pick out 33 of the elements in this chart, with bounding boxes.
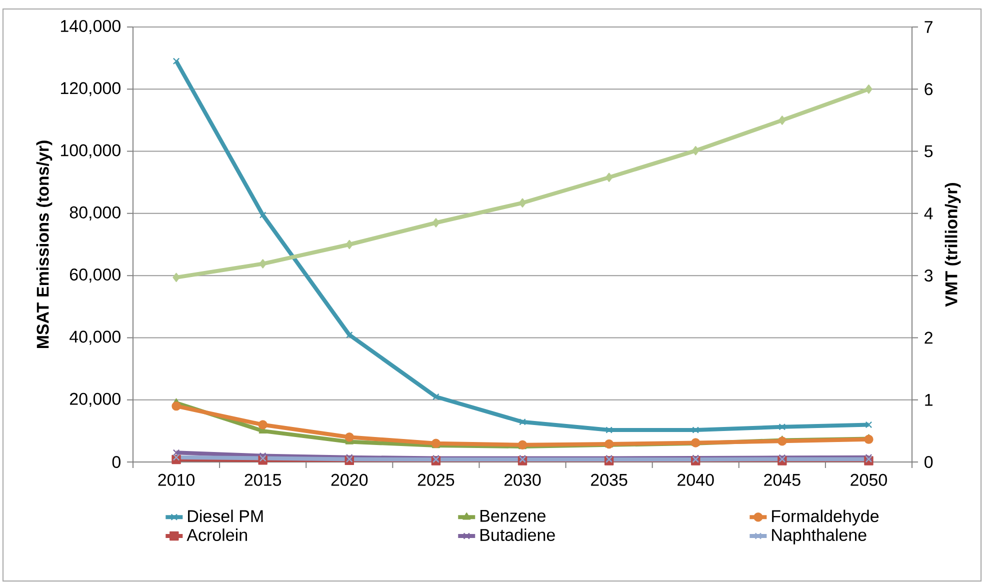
y2-tick-label: 5 — [924, 145, 933, 158]
y-tick-label: 20,000 — [70, 392, 120, 407]
y2-axis-title: VMT (trillion/yr) — [944, 183, 961, 307]
legend-label: Benzene — [480, 510, 546, 522]
y-tick-label: 0 — [112, 456, 120, 468]
y-tick-label: 80,000 — [70, 206, 120, 220]
x-tick-label: 2045 — [764, 474, 800, 486]
x-tick-label: 2040 — [678, 474, 714, 486]
x-tick-label: 2025 — [418, 474, 454, 486]
y-tick-label: 60,000 — [70, 268, 120, 283]
x-tick-label: 2020 — [331, 474, 368, 486]
y2-tick-label: 2 — [924, 332, 932, 344]
x-tick-label: 2015 — [244, 474, 282, 486]
y2-tick-label: 3 — [924, 270, 933, 282]
y2-tick-label: 6 — [924, 83, 933, 96]
y-tick-label: 140,000 — [60, 20, 120, 34]
legend-label: Diesel PM — [188, 510, 263, 522]
y-tick-label: 100,000 — [60, 144, 120, 158]
x-tick-label: 2030 — [504, 474, 541, 486]
x-tick-label: 2035 — [591, 474, 628, 486]
legend-label: Naphthalene — [772, 528, 866, 544]
x-tick-label: 2050 — [850, 474, 887, 486]
y2-tick-label: 7 — [924, 21, 932, 33]
y-tick-label: 40,000 — [70, 330, 120, 345]
legend-label: Formaldehyde — [772, 510, 879, 526]
y-tick-label: 120,000 — [60, 82, 120, 96]
y2-tick-label: 4 — [924, 208, 933, 220]
y2-tick-label: 1 — [925, 394, 932, 406]
legend-label: Butadiene — [480, 528, 555, 542]
x-tick-label: 2010 — [158, 474, 195, 486]
y2-tick-label: 0 — [924, 456, 933, 468]
legend-label: Acrolein — [186, 528, 247, 542]
y-axis-title: MSAT Emissions (tons/yr) — [36, 140, 52, 348]
